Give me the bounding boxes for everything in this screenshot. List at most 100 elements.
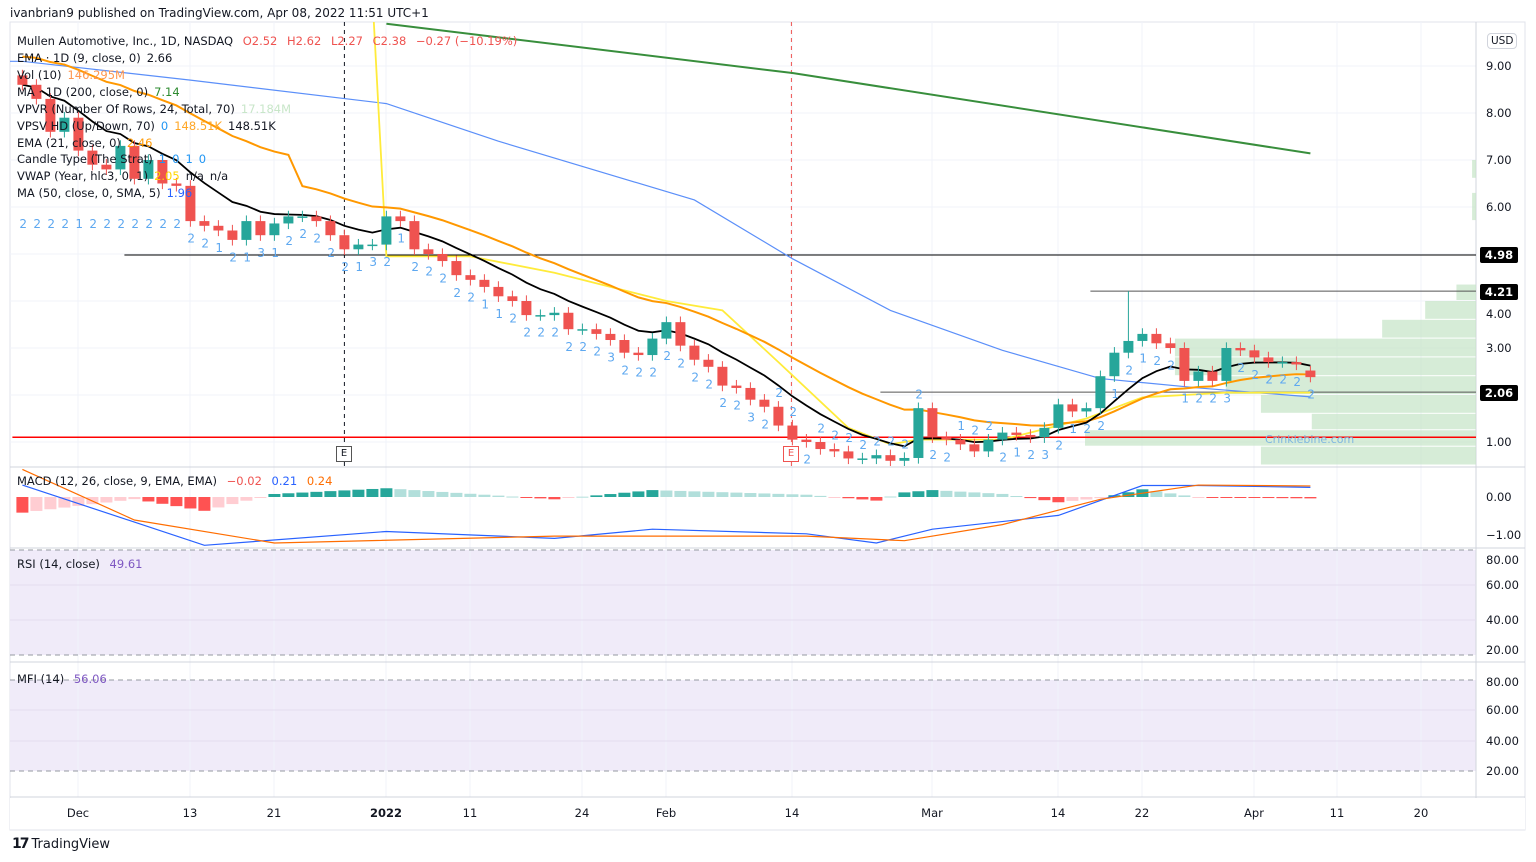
candle-body: [745, 387, 756, 400]
macd-histogram-bar: [226, 497, 239, 505]
currency-button[interactable]: USD: [1487, 33, 1518, 49]
strat-label: 1: [243, 251, 251, 265]
ma200-line: [386, 22, 1311, 155]
candle-body: [297, 216, 308, 218]
strat-label: 3: [1041, 448, 1049, 462]
legend-indicator[interactable]: EMA (21, close, 0) 2.46: [17, 136, 159, 150]
price-tick: 6.00: [1486, 200, 1512, 214]
strat-label: 2: [1265, 373, 1273, 387]
strat-label: 2: [1293, 375, 1301, 389]
candle-body: [437, 254, 448, 262]
price-tick: 4.00: [1486, 307, 1512, 321]
rsi-tick: 60.00: [1486, 578, 1519, 592]
rsi-band: [10, 550, 1476, 655]
earnings-marker[interactable]: E: [336, 446, 352, 462]
macd-histogram-bar: [324, 491, 337, 497]
candle-body: [339, 235, 350, 250]
strat-label: 2: [47, 217, 55, 231]
candle-body: [1137, 333, 1148, 341]
price-pane: 2 2 2 2 1 2 2 2 2 2 2 22 2 12 1 3 122 222 1 3 212 222 211 22 2 22…: [10, 22, 1476, 466]
tradingview-logo[interactable]: 17 TradingView: [12, 836, 110, 852]
legend-indicator[interactable]: VPSV HD (Up/Down, 70) 0 148.51K 148.51K: [17, 119, 282, 133]
strat-label: 2: [579, 340, 587, 354]
strat-label: 2: [523, 326, 531, 340]
earnings-marker[interactable]: E: [783, 446, 799, 462]
legend-indicator[interactable]: VPVR (Number Of Rows, 24, Total, 70) 17.1…: [17, 102, 297, 116]
legend-symbol[interactable]: Mullen Automotive, Inc., 1D, NASDAQ: [17, 34, 234, 48]
legend-indicator[interactable]: EMA · 1D (9, close, 0) 2.66: [17, 51, 178, 65]
candle-body: [731, 385, 742, 388]
candle-body: [423, 249, 434, 254]
macd-histogram-bar: [1220, 497, 1233, 498]
strat-label: 2: [537, 326, 545, 340]
macd-histogram-bar: [968, 492, 981, 497]
macd-tick: −1.00: [1486, 528, 1522, 542]
macd-histogram-bar: [1010, 496, 1023, 498]
vpvr-row: [1225, 376, 1476, 394]
strat-label: 1: [1139, 352, 1147, 366]
legend-indicator[interactable]: MA · 1D (200, close, 0) 7.14: [17, 85, 186, 99]
candle-body: [591, 329, 602, 334]
macd-label[interactable]: MACD (12, 26, close, 9, EMA, EMA): [17, 474, 217, 488]
indicator-label: Candle Type (The Strat): [17, 152, 153, 167]
macd-hist-value: −0.02: [226, 474, 262, 488]
macd-histogram-bar: [996, 493, 1009, 497]
candle-body: [1081, 408, 1092, 412]
legend-macd: MACD (12, 26, close, 9, EMA, EMA) −0.02 …: [17, 474, 338, 488]
candle-body: [479, 279, 490, 287]
rsi-label[interactable]: RSI (14, close): [17, 557, 100, 571]
strat-label: 1: [957, 419, 965, 433]
candle-body: [1249, 350, 1260, 358]
legend-indicator[interactable]: Vol (10) 146.295M: [17, 68, 131, 82]
mfi-band: [10, 680, 1476, 771]
legend-indicator[interactable]: VWAP (Year, hlc3, 0, 1) 2.05 n/a n/a: [17, 169, 234, 183]
time-tick: 2022: [369, 806, 403, 820]
legend-change: −0.27 (−10.19%): [415, 34, 518, 48]
legend-indicator[interactable]: MA (50, close, 0, SMA, 5) 1.96: [17, 186, 198, 200]
macd-histogram-bar: [128, 497, 141, 500]
candle-body: [605, 333, 616, 341]
strat-label: 2: [915, 388, 923, 402]
legend-indicator[interactable]: Candle Type (The Strat) 1 0 1 0: [17, 152, 212, 166]
macd-histogram-bar: [688, 491, 701, 497]
indicator-label: VPVR (Number Of Rows, 24, Total, 70): [17, 101, 235, 116]
macd-histogram-bar: [716, 492, 729, 497]
strat-label: 1: [1013, 446, 1021, 460]
candle-body: [1095, 376, 1106, 409]
strat-label: 2: [1097, 419, 1105, 433]
indicator-value: 1: [158, 152, 167, 167]
time-tick: Mar: [921, 806, 943, 820]
time-tick: Feb: [655, 806, 677, 820]
candle-body: [1207, 371, 1218, 381]
vpvr-row: [1174, 338, 1476, 357]
strat-label: 2: [649, 366, 657, 380]
candle-body: [59, 117, 70, 132]
candle-body: [283, 216, 294, 224]
indicator-label: MA · 1D (200, close, 0): [17, 84, 149, 99]
macd-histogram-bar: [562, 497, 575, 498]
macd-histogram-bar: [842, 497, 855, 499]
strat-label: 2: [901, 437, 909, 451]
mfi-tick: 80.00: [1486, 675, 1519, 689]
indicator-value: 0: [172, 152, 180, 167]
candle-body: [171, 183, 182, 186]
macd-histogram-bar: [464, 493, 477, 497]
macd-histogram-bar: [772, 493, 785, 497]
indicator-value: 146.295M: [67, 67, 125, 82]
macd-histogram-bar: [1276, 497, 1289, 499]
ema21-line: [22, 55, 1311, 427]
strat-label: 3: [1223, 392, 1231, 406]
time-tick: 11: [1329, 806, 1345, 820]
mfi-tick: 60.00: [1486, 703, 1519, 717]
mfi-label[interactable]: MFI (14): [17, 672, 65, 686]
candle-body: [101, 164, 112, 170]
strat-label: 2: [943, 450, 951, 464]
macd-histogram-bar: [1094, 497, 1107, 499]
strat-label: 1: [397, 232, 405, 246]
strat-label: 2: [1237, 361, 1245, 375]
strat-label: 2: [1027, 448, 1035, 462]
strat-label: 2: [887, 435, 895, 449]
time-tick: 20: [1413, 806, 1429, 820]
publish-info: ivanbrian9 published on TradingView.com,…: [10, 6, 429, 20]
